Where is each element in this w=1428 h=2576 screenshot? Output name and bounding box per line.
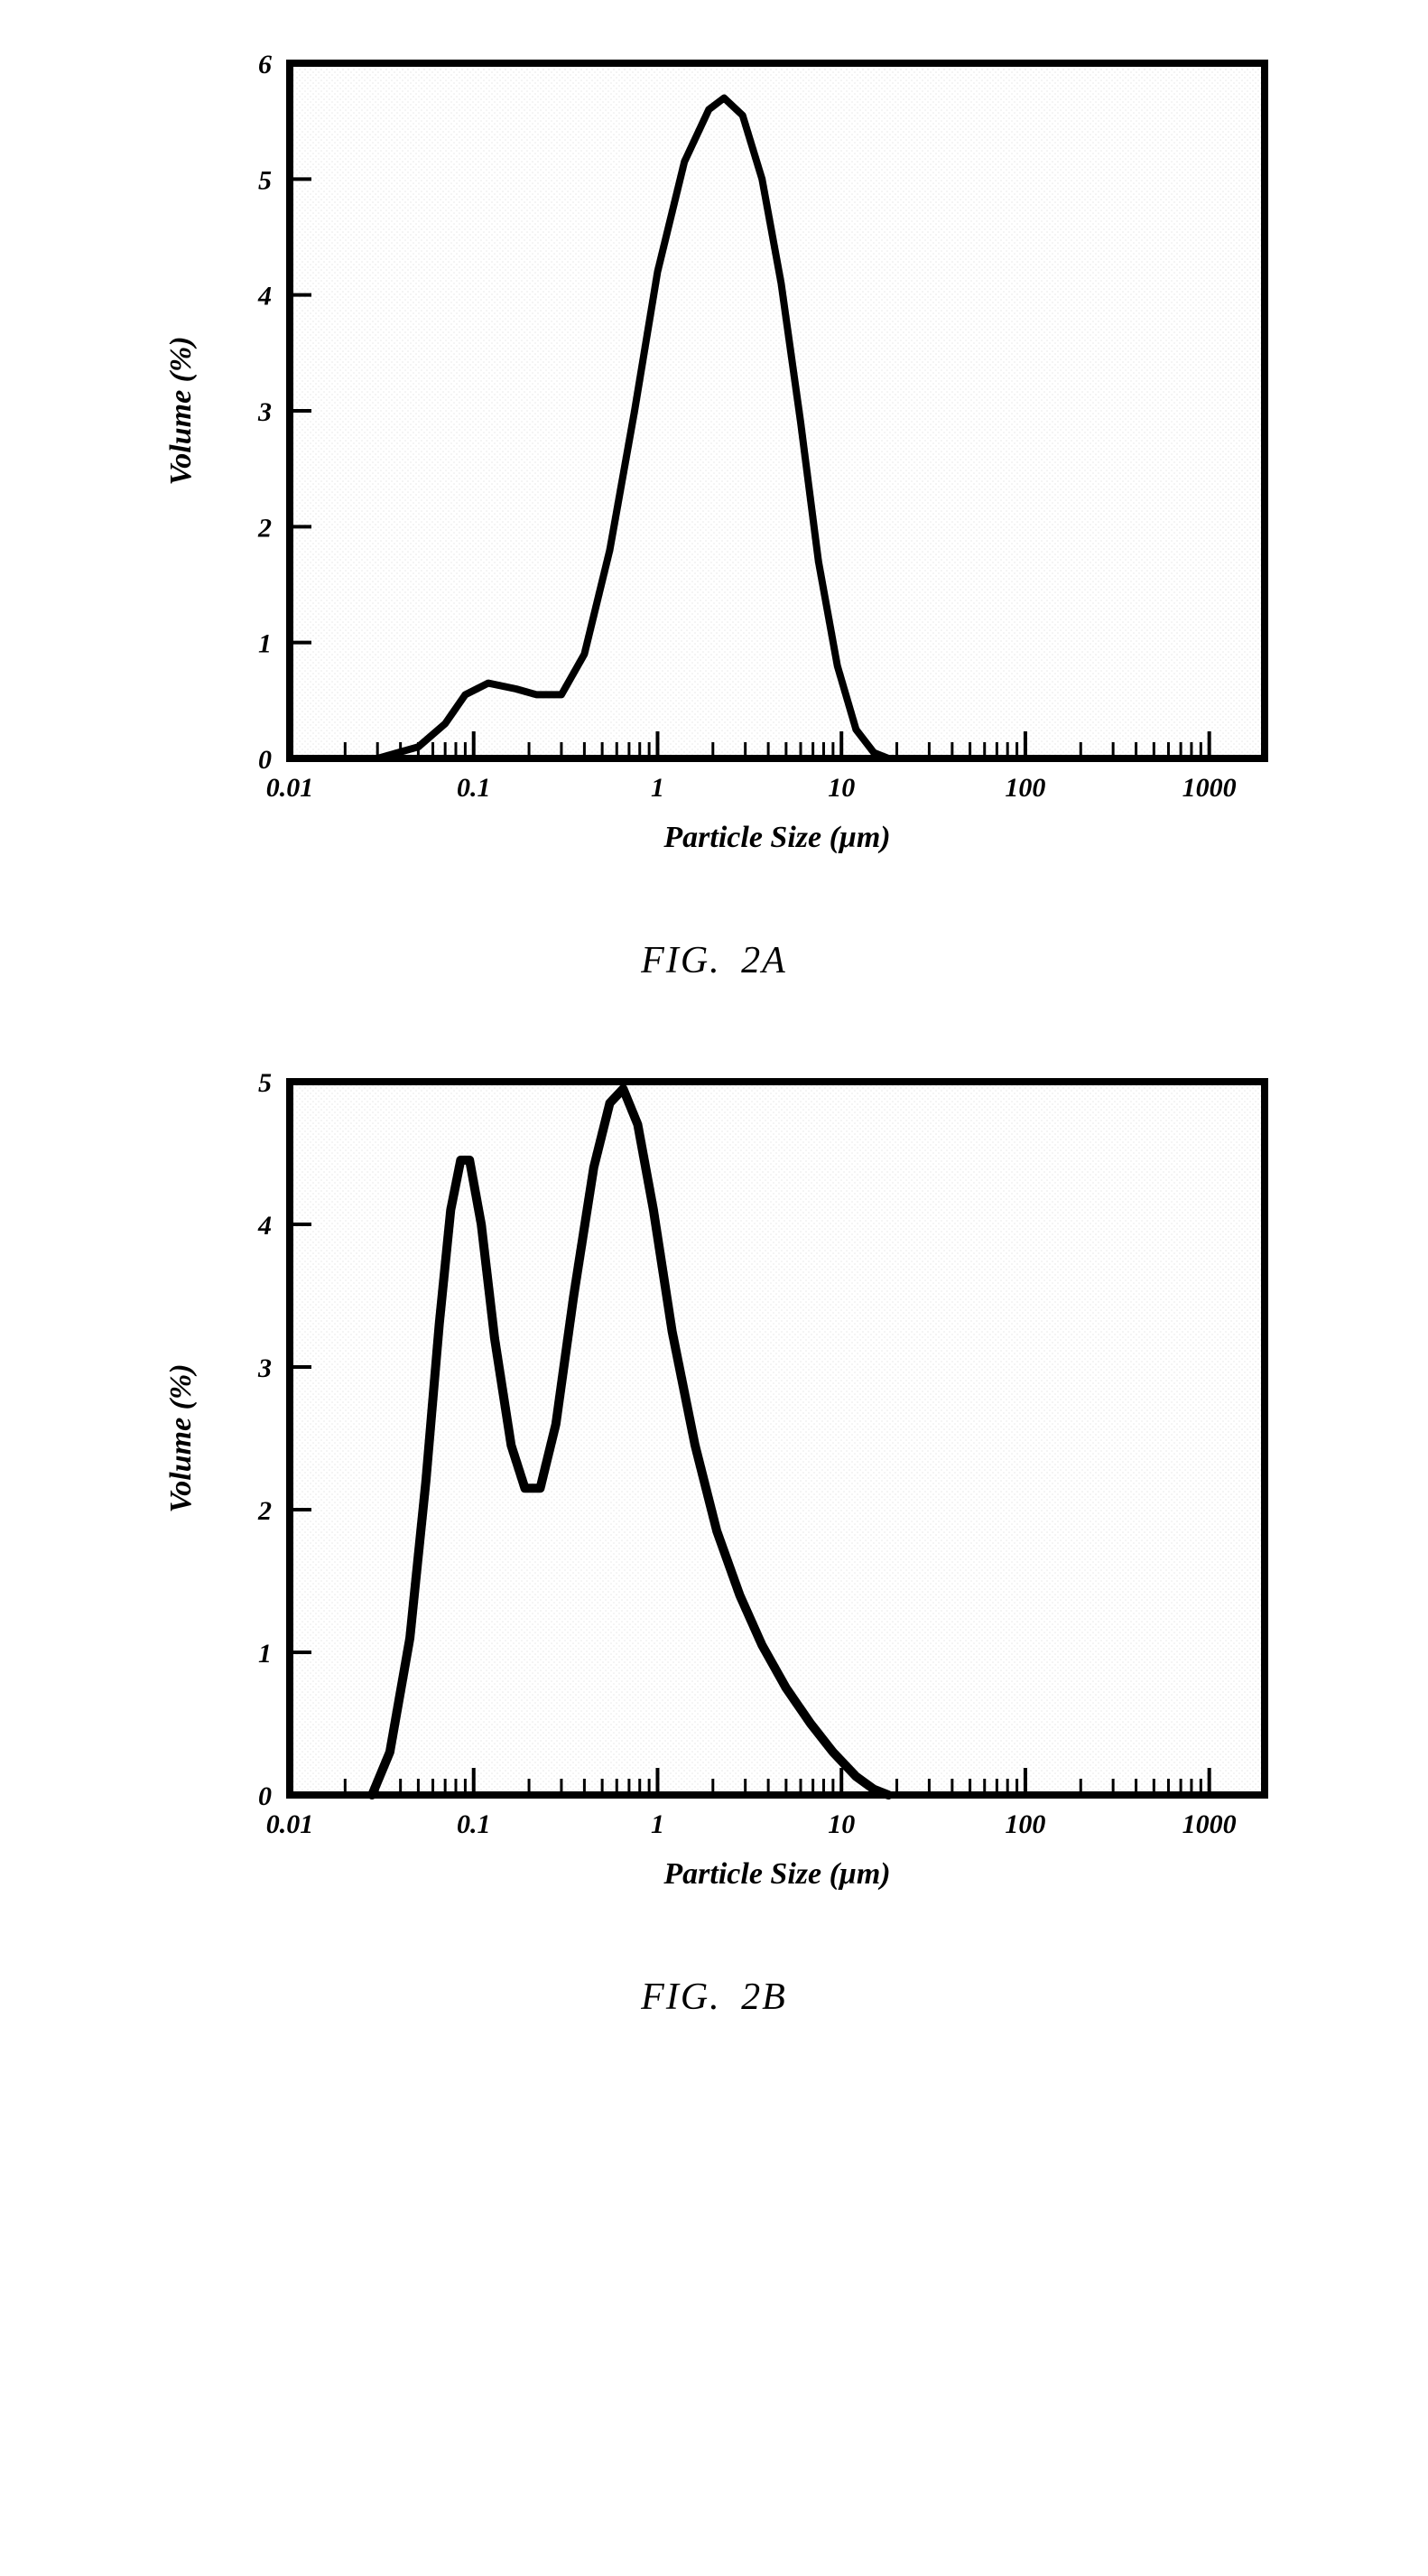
- svg-text:0.01: 0.01: [266, 773, 314, 803]
- svg-text:1: 1: [651, 1809, 664, 1839]
- caption-2b: FIG. 2B: [641, 1976, 787, 2019]
- figure-2a-block: 0.01 0.1 1 10 100 1000 0 1 2 3 4 5 6 Particle Size (μ…: [136, 36, 1292, 982]
- svg-text:2: 2: [257, 513, 272, 543]
- svg-text:Volume (%): Volume (%): [164, 1363, 198, 1512]
- svg-text:1000: 1000: [1182, 773, 1237, 803]
- svg-text:1: 1: [258, 629, 272, 659]
- svg-text:5: 5: [258, 1068, 272, 1098]
- svg-text:3: 3: [257, 397, 272, 427]
- svg-text:100: 100: [1005, 1809, 1045, 1839]
- svg-text:10: 10: [828, 773, 855, 803]
- svg-text:1000: 1000: [1182, 1809, 1237, 1839]
- svg-text:Particle Size (μm): Particle Size (μm): [663, 821, 890, 854]
- svg-text:0.1: 0.1: [457, 1809, 491, 1839]
- svg-text:1: 1: [651, 773, 664, 803]
- chart-2a: 0.01 0.1 1 10 100 1000 0 1 2 3 4 5 6 Particle Size (μ…: [136, 36, 1292, 885]
- svg-text:2: 2: [257, 1496, 272, 1526]
- svg-text:Particle Size (μm): Particle Size (μm): [663, 1857, 890, 1891]
- svg-text:0.01: 0.01: [266, 1809, 314, 1839]
- svg-text:5: 5: [258, 165, 272, 195]
- svg-text:100: 100: [1005, 773, 1045, 803]
- svg-text:4: 4: [257, 1211, 272, 1241]
- svg-text:0.1: 0.1: [457, 773, 491, 803]
- caption-2a: FIG. 2A: [641, 939, 787, 982]
- figure-2b-block: 0.01 0.1 1 10 100 1000 0 1 2 3 4 5 Particle Size (μm…: [136, 1055, 1292, 2019]
- chart-2b: 0.01 0.1 1 10 100 1000 0 1 2 3 4 5 Particle Size (μm…: [136, 1055, 1292, 1921]
- svg-text:6: 6: [258, 50, 272, 79]
- svg-text:0: 0: [258, 745, 272, 775]
- svg-text:10: 10: [828, 1809, 855, 1839]
- svg-text:0: 0: [258, 1781, 272, 1811]
- svg-text:Volume (%): Volume (%): [164, 336, 198, 485]
- svg-text:3: 3: [257, 1353, 272, 1383]
- svg-text:1: 1: [258, 1639, 272, 1669]
- svg-text:4: 4: [257, 282, 272, 312]
